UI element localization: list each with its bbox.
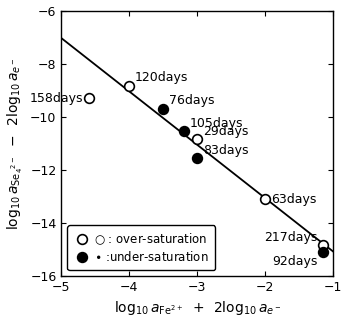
Text: 63days: 63days bbox=[271, 193, 316, 205]
Y-axis label: $\mathrm{log}_{10}\,a_{\mathrm{Se_4}^{2-}}$  $-$  $\mathrm{2log}_{10}\,a_{e^-}$: $\mathrm{log}_{10}\,a_{\mathrm{Se_4}^{2-… bbox=[6, 57, 25, 230]
Text: 92days: 92days bbox=[272, 255, 318, 268]
Text: 76days: 76days bbox=[169, 94, 214, 108]
Legend: $\bigcirc$ : over-saturation, $\bullet$ :under-saturation: $\bigcirc$ : over-saturation, $\bullet$ … bbox=[67, 225, 215, 270]
Text: 29days: 29days bbox=[203, 125, 248, 138]
Text: 158days: 158days bbox=[30, 92, 83, 105]
Text: 217days: 217days bbox=[264, 231, 318, 244]
Text: 83days: 83days bbox=[203, 143, 248, 157]
X-axis label: $\mathrm{log}_{10}\,a_{\mathrm{Fe}^{2+}}$  $+$  $\mathrm{2log}_{10}\,a_{e^-}$: $\mathrm{log}_{10}\,a_{\mathrm{Fe}^{2+}}… bbox=[113, 299, 281, 318]
Text: 105days: 105days bbox=[189, 117, 243, 130]
Text: 120days: 120days bbox=[135, 70, 188, 84]
